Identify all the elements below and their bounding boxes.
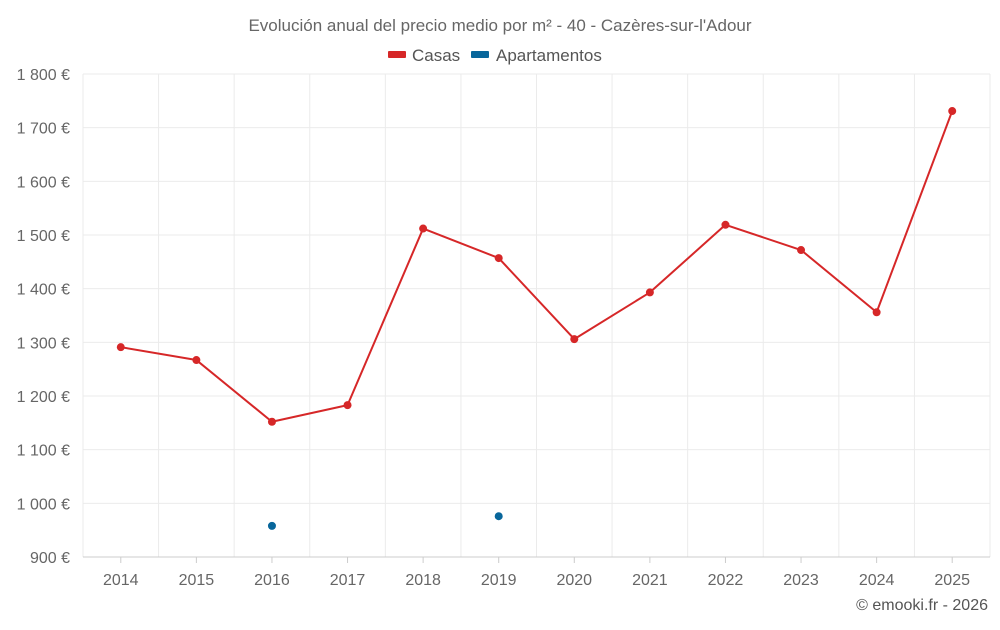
y-tick-label: 1 000 € xyxy=(17,496,70,513)
x-tick-label: 2023 xyxy=(783,572,819,589)
x-tick-label: 2024 xyxy=(859,572,895,589)
x-tick-label: 2014 xyxy=(103,572,139,589)
x-tick-label: 2016 xyxy=(254,572,290,589)
data-point-casas-2015[interactable] xyxy=(192,356,201,365)
y-tick-label: 1 800 € xyxy=(17,67,70,84)
data-point-casas-2021[interactable] xyxy=(645,288,654,297)
legend-item-casas[interactable]: Casas xyxy=(388,46,460,65)
chart-title: Evolución anual del precio medio por m² … xyxy=(248,16,751,35)
data-point-casas-2019[interactable] xyxy=(494,254,503,263)
x-tick-label: 2015 xyxy=(179,572,215,589)
x-tick-label: 2020 xyxy=(556,572,592,589)
data-point-casas-2014[interactable] xyxy=(116,343,125,352)
credit-text: © emooki.fr - 2026 xyxy=(856,597,988,614)
y-tick-label: 1 700 € xyxy=(17,121,70,138)
data-point-casas-2016[interactable] xyxy=(267,417,276,426)
legend-swatch-casas xyxy=(388,51,406,58)
y-tick-label: 1 200 € xyxy=(17,389,70,406)
data-point-casas-2025[interactable] xyxy=(948,107,957,116)
legend: Casas Apartamentos xyxy=(388,46,602,65)
x-tick-label: 2018 xyxy=(405,572,441,589)
grid xyxy=(82,73,991,557)
x-tick-label: 2025 xyxy=(934,572,970,589)
data-point-casas-2023[interactable] xyxy=(797,246,806,255)
data-point-apartamentos-2016[interactable] xyxy=(267,521,276,530)
y-tick-label: 1 500 € xyxy=(17,228,70,245)
y-tick-label: 900 € xyxy=(30,550,70,567)
x-tick-label: 2022 xyxy=(708,572,744,589)
data-point-apartamentos-2019[interactable] xyxy=(494,512,503,521)
y-tick-label: 1 600 € xyxy=(17,174,70,191)
data-point-casas-2017[interactable] xyxy=(343,401,352,410)
data-point-casas-2022[interactable] xyxy=(721,220,730,229)
legend-item-apartamentos[interactable]: Apartamentos xyxy=(471,46,602,65)
x-tick-label: 2017 xyxy=(330,572,366,589)
y-tick-label: 1 400 € xyxy=(17,282,70,299)
y-tick-label: 1 100 € xyxy=(17,443,70,460)
x-tick-label: 2021 xyxy=(632,572,668,589)
series-line-casas xyxy=(120,110,954,423)
y-tick-label: 1 300 € xyxy=(17,335,70,352)
legend-label-apartamentos: Apartamentos xyxy=(496,46,602,65)
series xyxy=(116,107,957,530)
x-tick-label: 2019 xyxy=(481,572,517,589)
legend-swatch-apartamentos xyxy=(471,51,489,58)
data-point-casas-2020[interactable] xyxy=(570,335,579,344)
axes: 900 € 1 000 € 1 100 € 1 200 € 1 300 € 1 400 €… xyxy=(17,67,990,589)
data-point-casas-2018[interactable] xyxy=(419,224,428,233)
legend-label-casas: Casas xyxy=(412,46,460,65)
data-point-casas-2024[interactable] xyxy=(872,308,881,317)
